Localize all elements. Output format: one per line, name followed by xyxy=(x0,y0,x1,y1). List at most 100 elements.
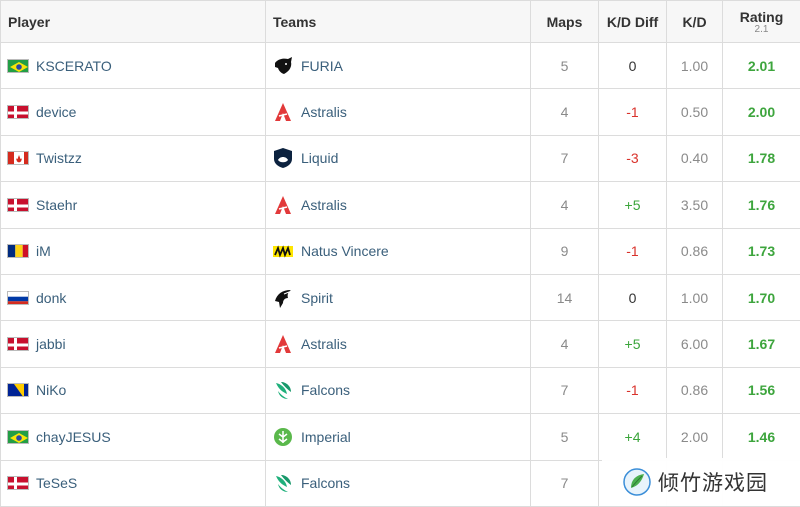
watermark-text: 倾竹游戏园 xyxy=(658,467,768,497)
player-name-link[interactable]: NiKo xyxy=(36,382,66,398)
player-name-link[interactable]: jabbi xyxy=(36,336,66,352)
kd-diff-cell: +4 xyxy=(599,414,667,460)
denmark-flag-icon xyxy=(7,198,29,212)
brazil-flag-icon xyxy=(7,59,29,73)
kd-diff-cell: +5 xyxy=(599,182,667,228)
rating-cell: 1.73 xyxy=(723,228,800,274)
team-name-link[interactable]: Astralis xyxy=(301,197,347,213)
kd-diff-cell: -1 xyxy=(599,89,667,135)
denmark-flag-icon xyxy=(7,337,29,351)
column-header-player[interactable]: Player xyxy=(1,1,266,43)
kd-cell: 0.86 xyxy=(667,228,723,274)
team-cell: Falcons xyxy=(266,367,531,413)
team-cell: Imperial xyxy=(266,414,531,460)
liquid-logo-icon xyxy=(272,147,294,169)
team-cell: Spirit xyxy=(266,274,531,320)
maps-cell: 9 xyxy=(531,228,599,274)
astralis-logo-icon xyxy=(272,194,294,216)
team-cell: Astralis xyxy=(266,182,531,228)
column-header-kd-diff[interactable]: K/D Diff xyxy=(599,1,667,43)
kd-cell: 0.50 xyxy=(667,89,723,135)
rating-cell: 2.00 xyxy=(723,89,800,135)
rating-cell: 1.76 xyxy=(723,182,800,228)
kd-cell: 2.00 xyxy=(667,414,723,460)
astralis-logo-icon xyxy=(272,101,294,123)
player-name-link[interactable]: KSCERATO xyxy=(36,58,112,74)
player-cell: NiKo xyxy=(1,367,266,413)
maps-cell: 14 xyxy=(531,274,599,320)
kd-cell: 6.00 xyxy=(667,321,723,367)
falcons-logo-icon xyxy=(272,379,294,401)
rating-cell: 2.01 xyxy=(723,43,800,89)
denmark-flag-icon xyxy=(7,105,29,119)
romania-flag-icon xyxy=(7,244,29,258)
player-cell: jabbi xyxy=(1,321,266,367)
brazil-flag-icon xyxy=(7,430,29,444)
kd-diff-cell: +5 xyxy=(599,321,667,367)
player-name-link[interactable]: TeSeS xyxy=(36,475,77,491)
player-name-link[interactable]: donk xyxy=(36,290,66,306)
player-cell: KSCERATO xyxy=(1,43,266,89)
column-header-teams[interactable]: Teams xyxy=(266,1,531,43)
column-header-kd[interactable]: K/D xyxy=(667,1,723,43)
kd-cell: 0.40 xyxy=(667,135,723,181)
column-header-maps[interactable]: Maps xyxy=(531,1,599,43)
team-name-link[interactable]: Astralis xyxy=(301,336,347,352)
player-cell: iM xyxy=(1,228,266,274)
spirit-logo-icon xyxy=(272,287,294,309)
team-name-link[interactable]: Astralis xyxy=(301,104,347,120)
astralis-logo-icon xyxy=(272,333,294,355)
rating-cell: 1.67 xyxy=(723,321,800,367)
team-cell: Astralis xyxy=(266,321,531,367)
team-name-link[interactable]: Natus Vincere xyxy=(301,243,389,259)
player-cell: TeSeS xyxy=(1,460,266,506)
rating-cell: 1.78 xyxy=(723,135,800,181)
player-name-link[interactable]: Twistzz xyxy=(36,150,82,166)
team-name-link[interactable]: Falcons xyxy=(301,475,350,491)
team-name-link[interactable]: Spirit xyxy=(301,290,333,306)
kd-diff-cell: -1 xyxy=(599,367,667,413)
team-name-link[interactable]: Falcons xyxy=(301,382,350,398)
maps-cell: 7 xyxy=(531,135,599,181)
team-cell: Astralis xyxy=(266,89,531,135)
maps-cell: 7 xyxy=(531,460,599,506)
column-header-rating[interactable]: Rating 2.1 xyxy=(723,1,800,43)
player-name-link[interactable]: chayJESUS xyxy=(36,429,111,445)
rating-cell: 1.56 xyxy=(723,367,800,413)
imperial-logo-icon xyxy=(272,426,294,448)
player-cell: Twistzz xyxy=(1,135,266,181)
player-name-link[interactable]: iM xyxy=(36,243,51,259)
rating-cell: 1.70 xyxy=(723,274,800,320)
player-cell: Staehr xyxy=(1,182,266,228)
kd-cell: 1.00 xyxy=(667,274,723,320)
canada-flag-icon xyxy=(7,151,29,165)
kd-diff-cell: -3 xyxy=(599,135,667,181)
maps-cell: 4 xyxy=(531,89,599,135)
kd-diff-cell: 0 xyxy=(599,274,667,320)
falcons-logo-icon xyxy=(272,472,294,494)
kd-cell: 3.50 xyxy=(667,182,723,228)
kd-diff-cell: 0 xyxy=(599,43,667,89)
table-header-row: Player Teams Maps K/D Diff K/D Rating 2.… xyxy=(1,1,800,43)
team-cell: FURIA xyxy=(266,43,531,89)
team-name-link[interactable]: Liquid xyxy=(301,150,338,166)
maps-cell: 5 xyxy=(531,414,599,460)
player-name-link[interactable]: device xyxy=(36,104,76,120)
team-cell: Falcons xyxy=(266,460,531,506)
rating-version-label: 2.1 xyxy=(723,25,800,35)
maps-cell: 4 xyxy=(531,321,599,367)
kd-cell: 0.86 xyxy=(667,367,723,413)
player-cell: donk xyxy=(1,274,266,320)
team-name-link[interactable]: Imperial xyxy=(301,429,351,445)
denmark-flag-icon xyxy=(7,476,29,490)
maps-cell: 5 xyxy=(531,43,599,89)
watermark: 倾竹游戏园 xyxy=(602,458,800,506)
team-name-link[interactable]: FURIA xyxy=(301,58,343,74)
player-name-link[interactable]: Staehr xyxy=(36,197,77,213)
